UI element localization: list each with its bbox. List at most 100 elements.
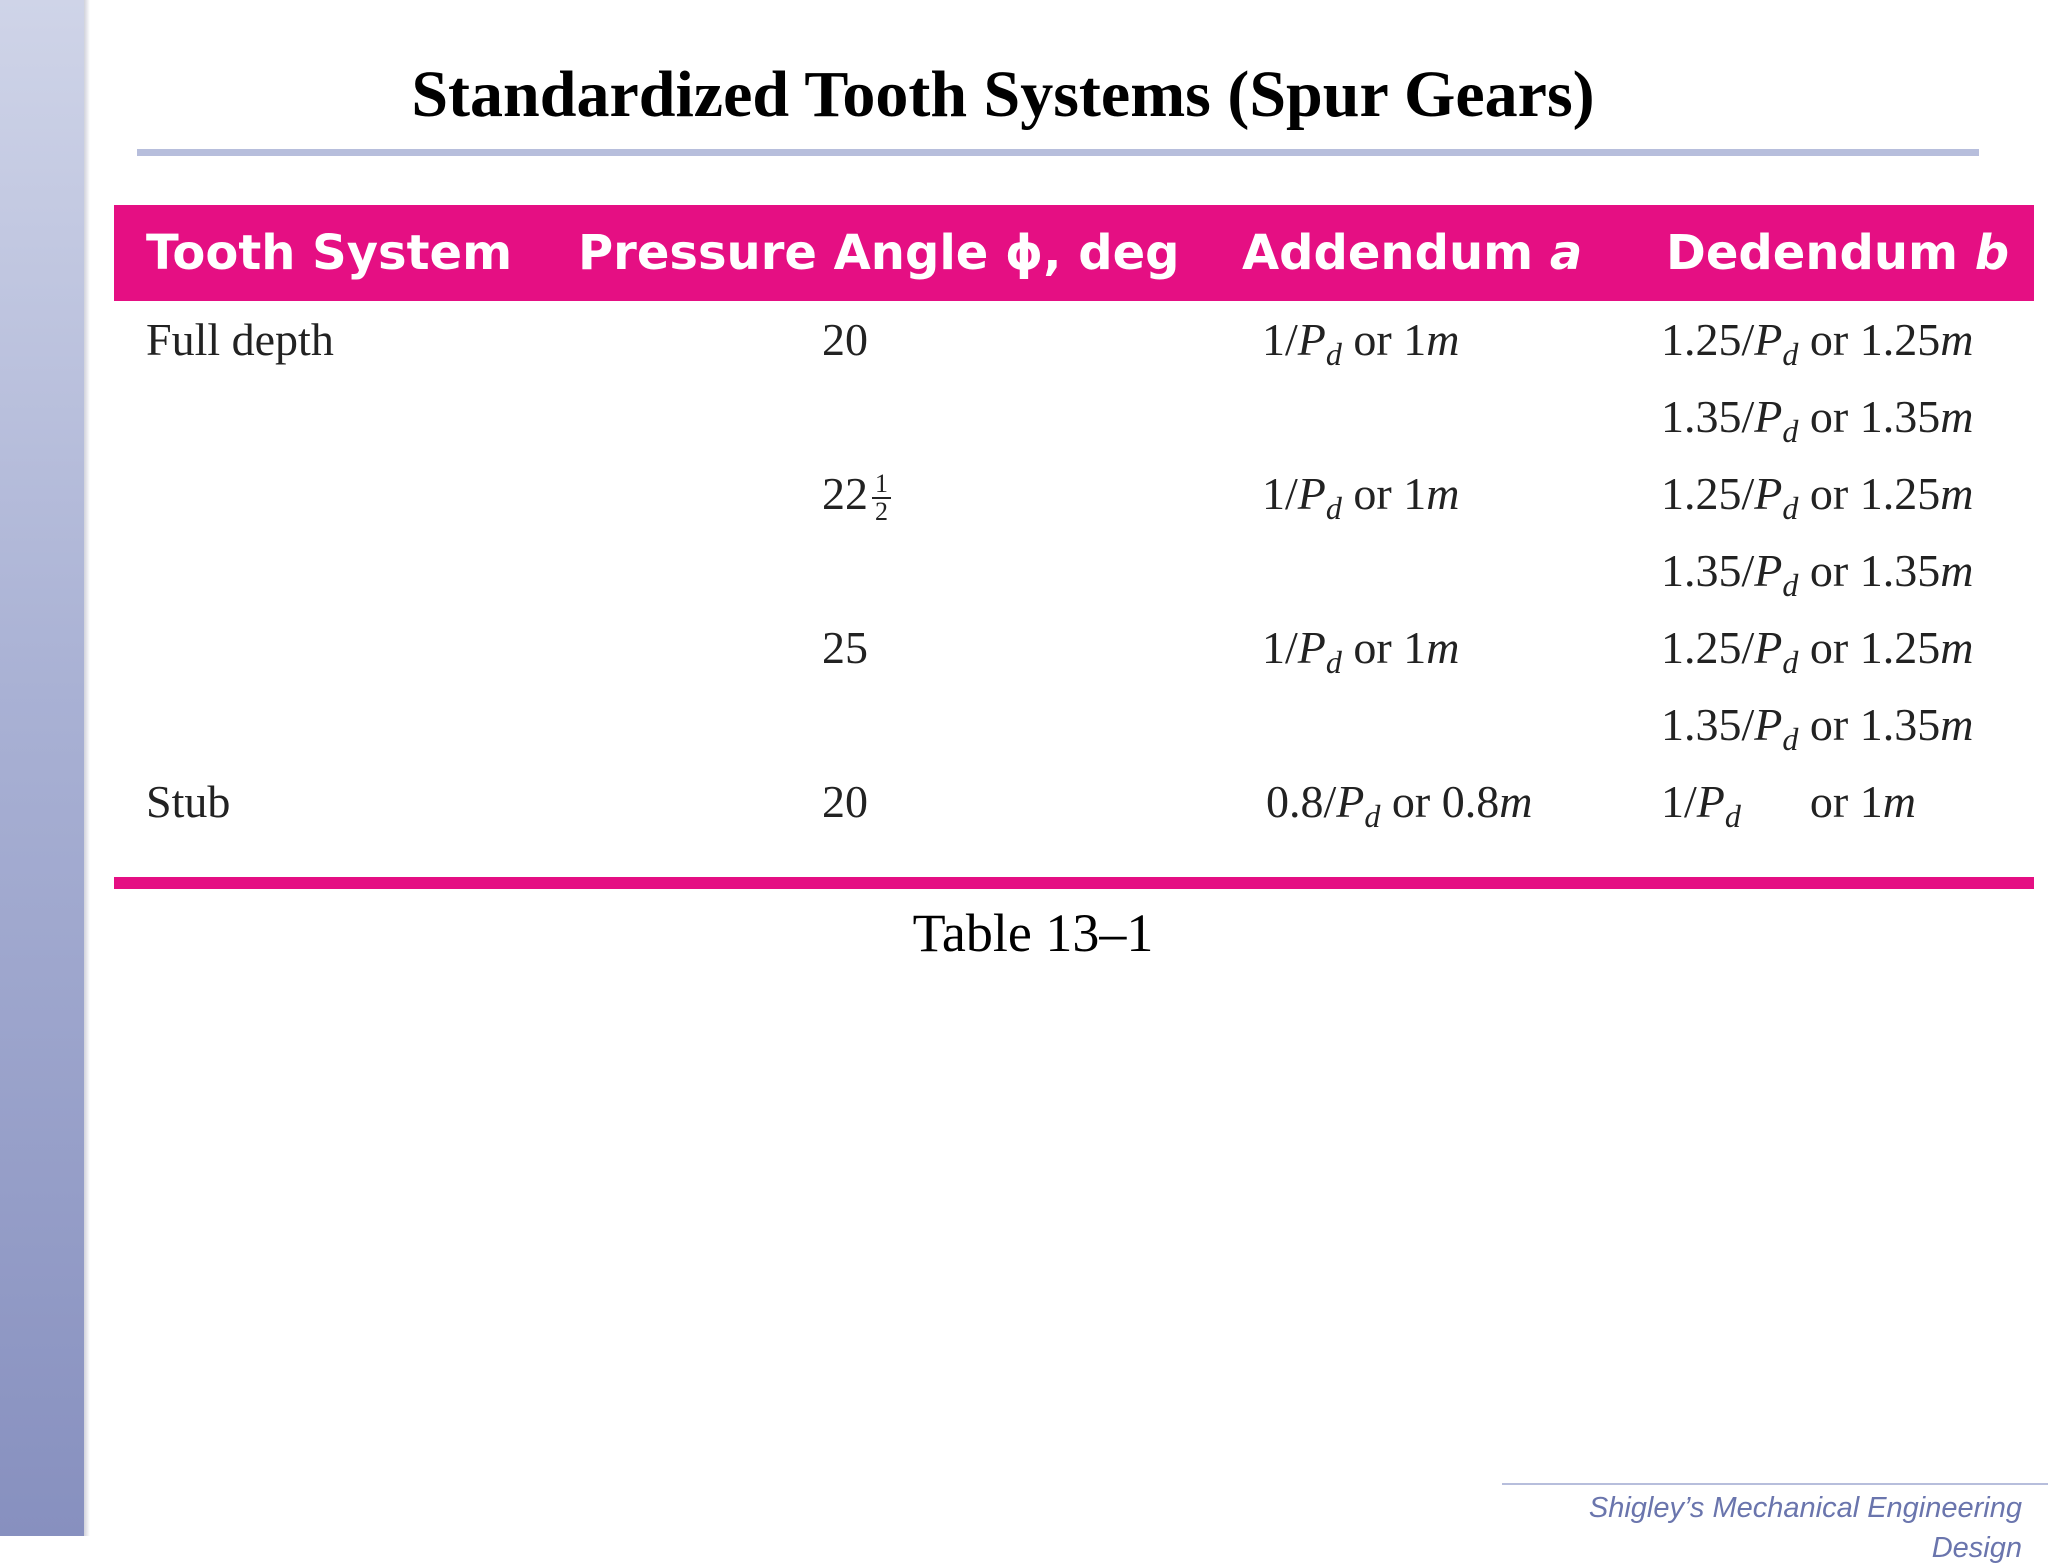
table-caption: Table 13–1 (0, 895, 2048, 971)
slide-title: Standardized Tooth Systems (Spur Gears) (137, 50, 1979, 140)
table-row: 1.35/Pd or 1.35m (114, 378, 2034, 455)
symbol: P (1696, 776, 1725, 827)
cell-dedendum: 1/Pd or 1m (1661, 763, 1916, 840)
alt-coef: or 1.25 (1798, 314, 1941, 365)
header-addendum-label: Addendum (1242, 225, 1550, 281)
unit: m (1426, 468, 1460, 519)
coef: 1.25/ (1661, 468, 1755, 519)
header-addendum: Addendum a (1242, 205, 1582, 301)
symbol: P (1754, 545, 1783, 596)
subscript: d (1325, 644, 1342, 680)
cell-dedendum: 1.25/Pd or 1.25m (1661, 609, 1973, 686)
cell-tooth-system: Full depth (146, 314, 334, 365)
alt-coef: or 1.35 (1798, 699, 1941, 750)
footer-credit: Shigley’s Mechanical Engineering Design (1588, 1492, 2022, 1564)
subscript: d (1364, 798, 1381, 834)
cell-dedendum: 1.25/Pd or 1.25m (1661, 301, 1973, 378)
coef: 1.25/ (1661, 622, 1755, 673)
header-dedendum-label: Dedendum (1666, 225, 1975, 281)
coef: 1.35/ (1661, 545, 1755, 596)
subscript: d (1782, 567, 1799, 603)
subscript: d (1325, 336, 1342, 372)
coef: 1/ (1262, 622, 1298, 673)
cell-angle: 25 (822, 622, 868, 673)
table-row: Full depth 20 1/Pd or 1m 1.25/Pd or 1.25… (114, 301, 2034, 378)
alt-coef: or 1.25 (1798, 468, 1941, 519)
symbol: P (1754, 391, 1783, 442)
coef: 1/ (1661, 776, 1697, 827)
header-dedendum-symbol: b (1974, 225, 2010, 281)
alt-coef: or 1 (1341, 622, 1427, 673)
coef: 1.25/ (1661, 314, 1755, 365)
cell-dedendum: 1.35/Pd or 1.35m (1661, 686, 1973, 763)
sidebar-shadow (84, 0, 90, 1536)
unit: m (1426, 314, 1460, 365)
fraction-denominator: 2 (875, 497, 888, 527)
coef: 1/ (1262, 468, 1298, 519)
subscript: d (1325, 490, 1342, 526)
coef: 1.35/ (1661, 699, 1755, 750)
table-row: 25 1/Pd or 1m 1.25/Pd or 1.25m (114, 609, 2034, 686)
alt-coef: or 1.25 (1798, 622, 1941, 673)
table-caption-text: Table 13–1 (912, 903, 1154, 963)
subscript: d (1782, 721, 1799, 757)
cell-addendum: 1/Pd or 1m (1262, 609, 1459, 686)
symbol: P (1297, 468, 1326, 519)
symbol: P (1336, 776, 1365, 827)
table-row: 22 1 2 1/Pd or 1m 1.25/Pd or 1.25m (114, 455, 2034, 532)
table-row: 1.35/Pd or 1.35m (114, 686, 2034, 763)
unit: m (1940, 314, 1974, 365)
unit: m (1426, 622, 1460, 673)
table-bottom-rule (114, 877, 2034, 889)
alt-coef: or 1.35 (1798, 545, 1941, 596)
header-tooth-system: Tooth System (146, 225, 513, 281)
subscript: d (1782, 644, 1799, 680)
subscript: d (1782, 336, 1799, 372)
unit: m (1940, 699, 1974, 750)
cell-angle: 22 1 2 (822, 455, 891, 532)
header-dedendum: Dedendum b (1666, 205, 2009, 301)
subscript: d (1782, 413, 1799, 449)
unit: m (1940, 468, 1974, 519)
coef: 1/ (1262, 314, 1298, 365)
symbol: P (1754, 314, 1783, 365)
cell-dedendum: 1.35/Pd or 1.35m (1661, 378, 1973, 455)
symbol: P (1297, 622, 1326, 673)
unit: m (1940, 622, 1974, 673)
symbol: P (1754, 622, 1783, 673)
slide-title-text: Standardized Tooth Systems (Spur Gears) (411, 58, 1595, 131)
cell-angle: 20 (822, 776, 868, 827)
unit: m (1499, 776, 1533, 827)
tooth-systems-table: Tooth System Pressure Angle ϕ, deg Adden… (114, 205, 2034, 889)
subscript: d (1724, 798, 1741, 834)
coef: 0.8/ (1266, 776, 1337, 827)
cell-angle: 20 (822, 314, 868, 365)
cell-dedendum: 1.35/Pd or 1.35m (1661, 532, 1973, 609)
cell-addendum: 1/Pd or 1m (1262, 301, 1459, 378)
title-underline (137, 149, 1979, 156)
header-pressure-angle: Pressure Angle ϕ, deg (578, 225, 1180, 281)
table-row: Stub 20 0.8/Pd or 0.8m 1/Pd or 1m (114, 763, 2034, 840)
cell-tooth-system: Stub (146, 776, 231, 827)
footer-rule (1502, 1483, 2048, 1485)
alt-coef: or 0.8 (1380, 776, 1500, 827)
table-row: 1.35/Pd or 1.35m (114, 532, 2034, 609)
unit: m (1940, 391, 1974, 442)
unit: m (1882, 776, 1916, 827)
alt-coef: or 1 (1341, 314, 1427, 365)
cell-dedendum: 1.25/Pd or 1.25m (1661, 455, 1973, 532)
unit: m (1940, 545, 1974, 596)
cell-addendum: 1/Pd or 1m (1262, 455, 1459, 532)
coef: 1.35/ (1661, 391, 1755, 442)
table-body: Full depth 20 1/Pd or 1m 1.25/Pd or 1.25… (114, 301, 2034, 877)
angle-whole: 22 (822, 468, 868, 519)
header-addendum-symbol: a (1549, 225, 1583, 281)
symbol: P (1754, 468, 1783, 519)
fraction-numerator: 1 (872, 471, 891, 500)
decorative-sidebar (0, 0, 84, 1536)
symbol: P (1754, 699, 1783, 750)
subscript: d (1782, 490, 1799, 526)
table-header: Tooth System Pressure Angle ϕ, deg Adden… (114, 205, 2034, 301)
